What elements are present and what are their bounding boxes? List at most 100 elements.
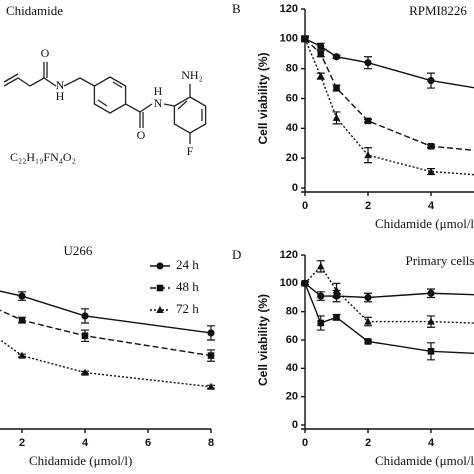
atom-label: NH₂ — [181, 68, 203, 82]
x-tick-label: 4 — [82, 437, 89, 449]
y-tick-label: 60 — [286, 92, 298, 104]
marker — [81, 368, 89, 376]
y-axis-label: Cell viability (%) — [256, 294, 270, 386]
y-tick-label: 60 — [286, 334, 298, 346]
x-tick-label: 4 — [428, 437, 435, 449]
marker — [427, 348, 435, 355]
marker — [207, 382, 215, 390]
marker — [207, 352, 215, 359]
marker — [364, 293, 372, 302]
legend-label: 24 h — [176, 257, 199, 272]
marker — [18, 316, 26, 324]
bond — [112, 81, 123, 89]
marker — [317, 319, 325, 327]
series-line — [304, 282, 474, 299]
marker — [427, 142, 435, 150]
bond — [125, 103, 153, 113]
y-tick-label: 80 — [286, 306, 298, 318]
marker — [333, 314, 340, 321]
atom-label: N — [56, 78, 65, 92]
marker — [364, 59, 372, 67]
chart-title: U266 — [64, 243, 93, 258]
marker — [364, 151, 372, 159]
y-tick-label: 20 — [286, 152, 298, 164]
x-tick-label: 2 — [19, 437, 25, 449]
legend-label: 48 h — [176, 279, 199, 294]
marker — [317, 292, 325, 300]
marker — [18, 292, 26, 300]
x-tick-label: 0 — [302, 200, 308, 212]
chemical-structure — [3, 62, 207, 144]
y-tick-label: 100 — [280, 277, 298, 289]
marker — [332, 286, 341, 294]
x-axis-label: Chidamide (μmol/l) — [375, 453, 474, 468]
legend-label: 72 h — [176, 301, 199, 316]
bond — [3, 73, 19, 83]
chart-title: RPMI8226 — [409, 3, 467, 18]
y-tick-label: 20 — [286, 391, 298, 403]
series-line — [304, 38, 474, 89]
marker — [317, 42, 325, 50]
legend-marker — [156, 306, 164, 313]
y-tick-label: 0 — [292, 182, 298, 194]
atom-label: O — [41, 46, 50, 60]
marker — [332, 113, 341, 121]
atom-label: N — [154, 96, 163, 110]
series-line — [0, 290, 212, 334]
y-tick-label: 0 — [292, 419, 298, 431]
marker — [207, 329, 215, 337]
atom-label: H — [56, 89, 65, 103]
marker — [316, 262, 325, 270]
series-line — [0, 309, 212, 357]
bond — [97, 99, 108, 107]
atom-label: O — [137, 128, 146, 142]
formula: C₂₂H₁₉FN₄O₂ — [10, 150, 76, 164]
atom-label: H — [154, 84, 163, 98]
legend-marker — [156, 262, 164, 270]
legend-marker — [156, 284, 164, 292]
y-axis-label: Cell viability (%) — [256, 52, 270, 144]
y-tick-label: 40 — [286, 122, 298, 134]
y-tick-label: 120 — [280, 249, 298, 261]
panel-label: B — [232, 1, 241, 16]
x-tick-label: 2 — [365, 437, 371, 449]
marker — [427, 77, 435, 85]
marker — [332, 53, 341, 61]
marker — [81, 312, 89, 320]
marker — [317, 50, 325, 58]
marker — [316, 72, 325, 80]
x-axis-label: Chidamide (μmol/l) — [29, 453, 132, 468]
y-tick-label: 100 — [280, 33, 298, 45]
series-line — [304, 38, 474, 176]
marker — [81, 332, 89, 340]
series-line — [304, 265, 474, 324]
ring — [173, 96, 207, 134]
ring — [93, 76, 127, 114]
marker — [18, 351, 26, 359]
marker — [364, 117, 372, 125]
x-tick-label: 6 — [145, 437, 151, 449]
marker — [333, 84, 340, 92]
marker — [427, 317, 435, 325]
series-line — [304, 38, 474, 152]
marker — [427, 289, 435, 297]
y-tick-label: 80 — [286, 63, 298, 75]
x-tick-label: 2 — [365, 200, 371, 212]
x-tick-label: 4 — [428, 200, 435, 212]
marker — [364, 338, 372, 345]
compound-title: Chidamide — [6, 3, 63, 18]
x-tick-label: 0 — [302, 437, 308, 449]
atom-label: F — [187, 144, 194, 158]
x-axis-label: Chidamide (μmol/l) — [375, 216, 474, 231]
y-tick-label: 40 — [286, 362, 298, 374]
bond — [63, 77, 95, 87]
marker — [301, 34, 309, 42]
bond — [3, 77, 31, 87]
marker — [364, 317, 372, 325]
x-tick-label: 8 — [208, 437, 214, 449]
bond — [29, 77, 57, 87]
bond — [177, 100, 188, 110]
chart-title: Primary cells — [406, 253, 474, 268]
